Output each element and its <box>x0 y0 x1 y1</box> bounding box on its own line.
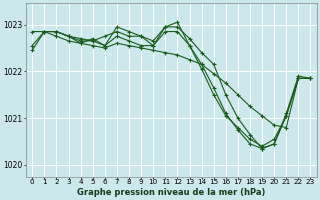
X-axis label: Graphe pression niveau de la mer (hPa): Graphe pression niveau de la mer (hPa) <box>77 188 266 197</box>
